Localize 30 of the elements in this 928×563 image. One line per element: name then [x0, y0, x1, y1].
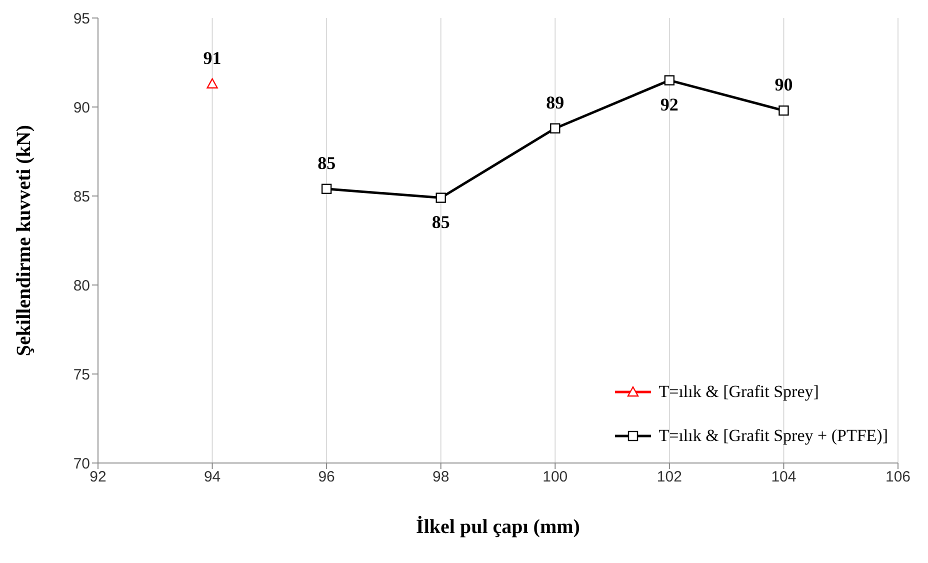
point [321, 184, 332, 194]
point [664, 75, 675, 86]
data-label: 85 [318, 152, 336, 173]
y-tick-label: 95 [73, 10, 90, 28]
y-tick-label: 90 [73, 99, 90, 116]
data-label: 89 [546, 92, 564, 112]
x-tick-label: 106 [885, 468, 911, 486]
point [550, 123, 560, 134]
x-tick-label: 102 [656, 468, 682, 486]
point [436, 192, 446, 203]
legend-label: T=ılık & [Grafit Sprey + (PTFE)] [658, 426, 888, 446]
point [778, 105, 789, 116]
y-tick-label: 80 [73, 277, 90, 294]
data-label: 92 [660, 94, 678, 114]
y-axis-title: Şekillendirme kuvveti (kN) [13, 124, 36, 356]
x-tick-label: 96 [318, 468, 335, 486]
x-tick-label: 98 [432, 468, 450, 486]
y-tick-label: 75 [73, 366, 90, 384]
x-tick-label: 104 [771, 468, 796, 486]
x-tick-label: 100 [542, 468, 568, 486]
x-axis-title: İlkel pul çapı (mm) [416, 515, 580, 538]
point [206, 78, 218, 88]
x-tick-label: 94 [204, 468, 221, 486]
data-label: 91 [203, 48, 222, 68]
y-tick-label: 70 [73, 455, 90, 472]
y-tick-label: 85 [73, 188, 90, 206]
data-label: 85 [432, 212, 450, 232]
legend-label: T=ılık & [Grafit Sprey] [658, 382, 819, 402]
x-tick-label: 92 [90, 468, 106, 486]
data-label: 90 [774, 74, 793, 95]
